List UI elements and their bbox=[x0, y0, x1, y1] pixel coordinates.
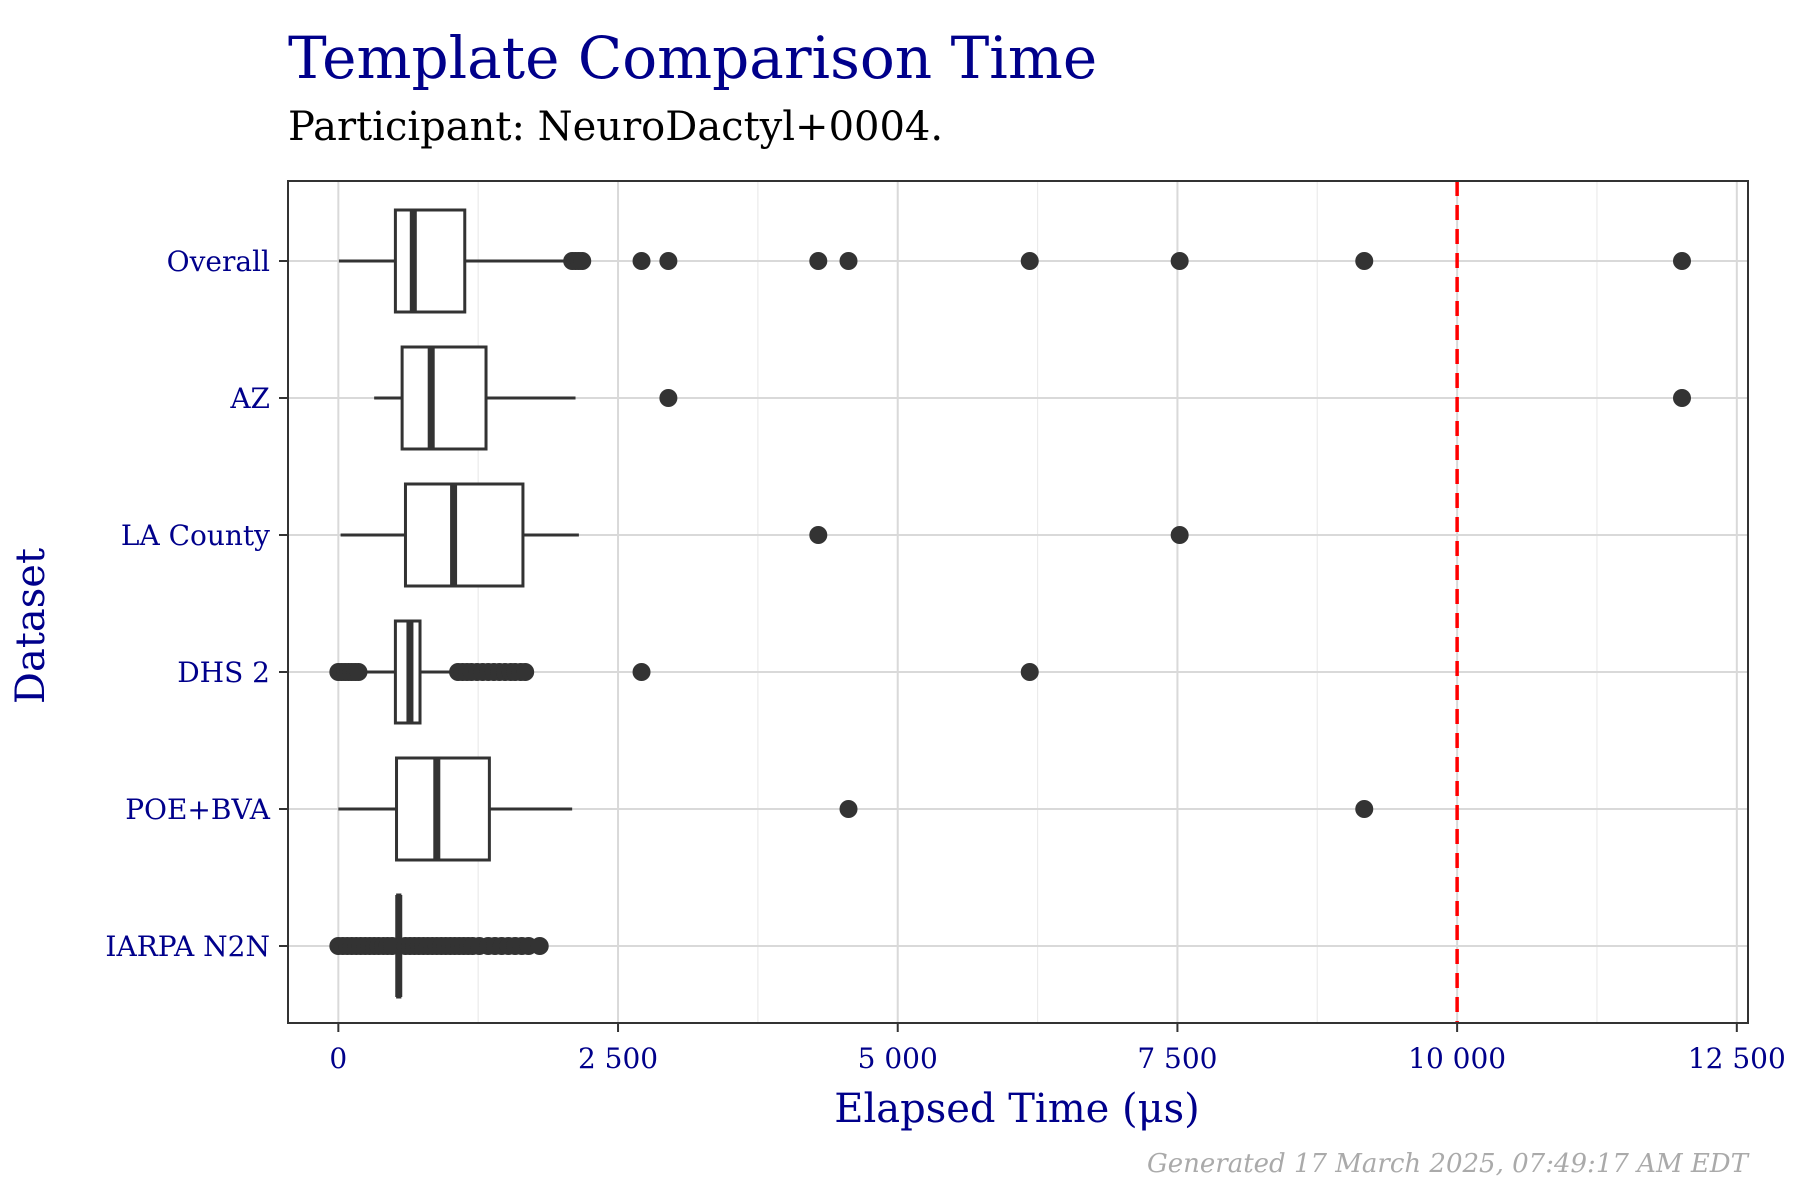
y-tick-label: POE+BVA bbox=[125, 793, 271, 826]
x-tick-label: 5 000 bbox=[858, 1042, 938, 1075]
box bbox=[395, 756, 491, 862]
chart-subtitle: Participant: NeuroDactyl+0004. bbox=[288, 104, 943, 150]
y-tick-label: DHS 2 bbox=[177, 656, 270, 689]
x-tick-label: 10 000 bbox=[1408, 1042, 1506, 1075]
outlier-point bbox=[1170, 526, 1189, 544]
x-tick-label: 0 bbox=[329, 1042, 347, 1075]
outlier-point bbox=[659, 252, 678, 270]
outlier-point bbox=[1672, 252, 1691, 270]
plot-panel: Overall AZ LA County DHS 2 POE+BVA IARPA N2N 0… bbox=[105, 180, 1786, 1075]
x-tick-label: 7 500 bbox=[1137, 1042, 1217, 1075]
outlier-point bbox=[632, 252, 651, 270]
outlier-point bbox=[1170, 252, 1189, 270]
outlier-point bbox=[809, 252, 828, 270]
outlier-point bbox=[1020, 663, 1039, 681]
box bbox=[400, 345, 488, 451]
x-axis-title: Elapsed Time (μs) bbox=[834, 1086, 1200, 1132]
panel-border bbox=[287, 180, 1749, 1024]
chart-title: Template Comparison Time bbox=[288, 24, 1097, 92]
outlier-point bbox=[573, 252, 592, 270]
outlier-point bbox=[1020, 252, 1039, 270]
outlier-point bbox=[383, 937, 402, 955]
y-tick-label: IARPA N2N bbox=[105, 930, 270, 963]
outlier-point bbox=[1355, 252, 1374, 270]
outlier-point bbox=[349, 663, 368, 681]
y-tick-label: Overall bbox=[167, 245, 270, 278]
outlier-point bbox=[1355, 800, 1374, 818]
caption: Generated 17 March 2025, 07:49:17 AM EDT bbox=[1147, 1149, 1750, 1179]
box bbox=[393, 208, 467, 314]
x-tick-label: 12 500 bbox=[1688, 1042, 1786, 1075]
outlier-point bbox=[530, 937, 549, 955]
outlier-point bbox=[516, 663, 535, 681]
panel-background bbox=[288, 181, 1748, 1023]
outlier-point bbox=[839, 252, 858, 270]
x-tick-label: 2 500 bbox=[578, 1042, 658, 1075]
y-tick-label: AZ bbox=[229, 382, 270, 415]
outlier-point bbox=[1672, 389, 1691, 407]
box bbox=[403, 482, 525, 588]
outlier-point bbox=[659, 389, 678, 407]
outlier-point bbox=[839, 800, 858, 818]
y-axis-title: Dataset bbox=[8, 548, 54, 704]
outlier-point bbox=[809, 526, 828, 544]
y-tick-label: LA County bbox=[121, 519, 270, 552]
outlier-point bbox=[632, 663, 651, 681]
